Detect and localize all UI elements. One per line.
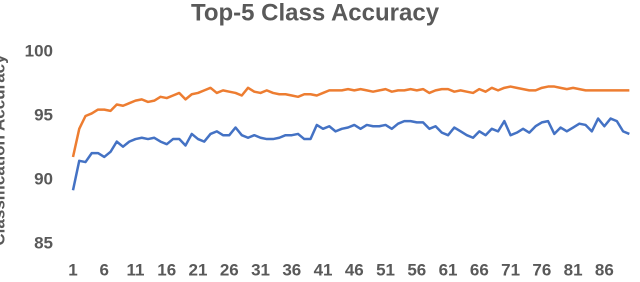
x-tick-label: 1 bbox=[68, 260, 77, 279]
y-tick-label: 100 bbox=[25, 41, 53, 60]
y-axis-label: Classification Accuracy bbox=[0, 54, 8, 246]
x-tick-label: 16 bbox=[157, 260, 176, 279]
x-tick-label: 61 bbox=[439, 260, 458, 279]
x-tick-label: 81 bbox=[564, 260, 583, 279]
series-line bbox=[71, 117, 630, 191]
x-tick-label: 86 bbox=[595, 260, 614, 279]
x-tick-label: 6 bbox=[100, 260, 109, 279]
x-tick-label: 46 bbox=[345, 260, 364, 279]
x-tick-label: 26 bbox=[220, 260, 239, 279]
y-tick-label: 95 bbox=[34, 105, 53, 124]
x-tick-label: 31 bbox=[251, 260, 270, 279]
x-tick-label: 36 bbox=[282, 260, 301, 279]
series-line bbox=[71, 85, 630, 158]
y-tick-label: 90 bbox=[34, 169, 53, 188]
x-tick-label: 56 bbox=[407, 260, 426, 279]
chart-title: Top-5 Class Accuracy bbox=[191, 0, 440, 26]
x-tick-label: 41 bbox=[314, 260, 333, 279]
x-tick-label: 71 bbox=[501, 260, 520, 279]
y-tick-label: 85 bbox=[34, 233, 53, 252]
x-tick-label: 51 bbox=[376, 260, 395, 279]
x-tick-label: 76 bbox=[532, 260, 551, 279]
x-tick-label: 21 bbox=[189, 260, 208, 279]
x-tick-label: 11 bbox=[127, 260, 145, 279]
x-tick-label: 66 bbox=[470, 260, 489, 279]
